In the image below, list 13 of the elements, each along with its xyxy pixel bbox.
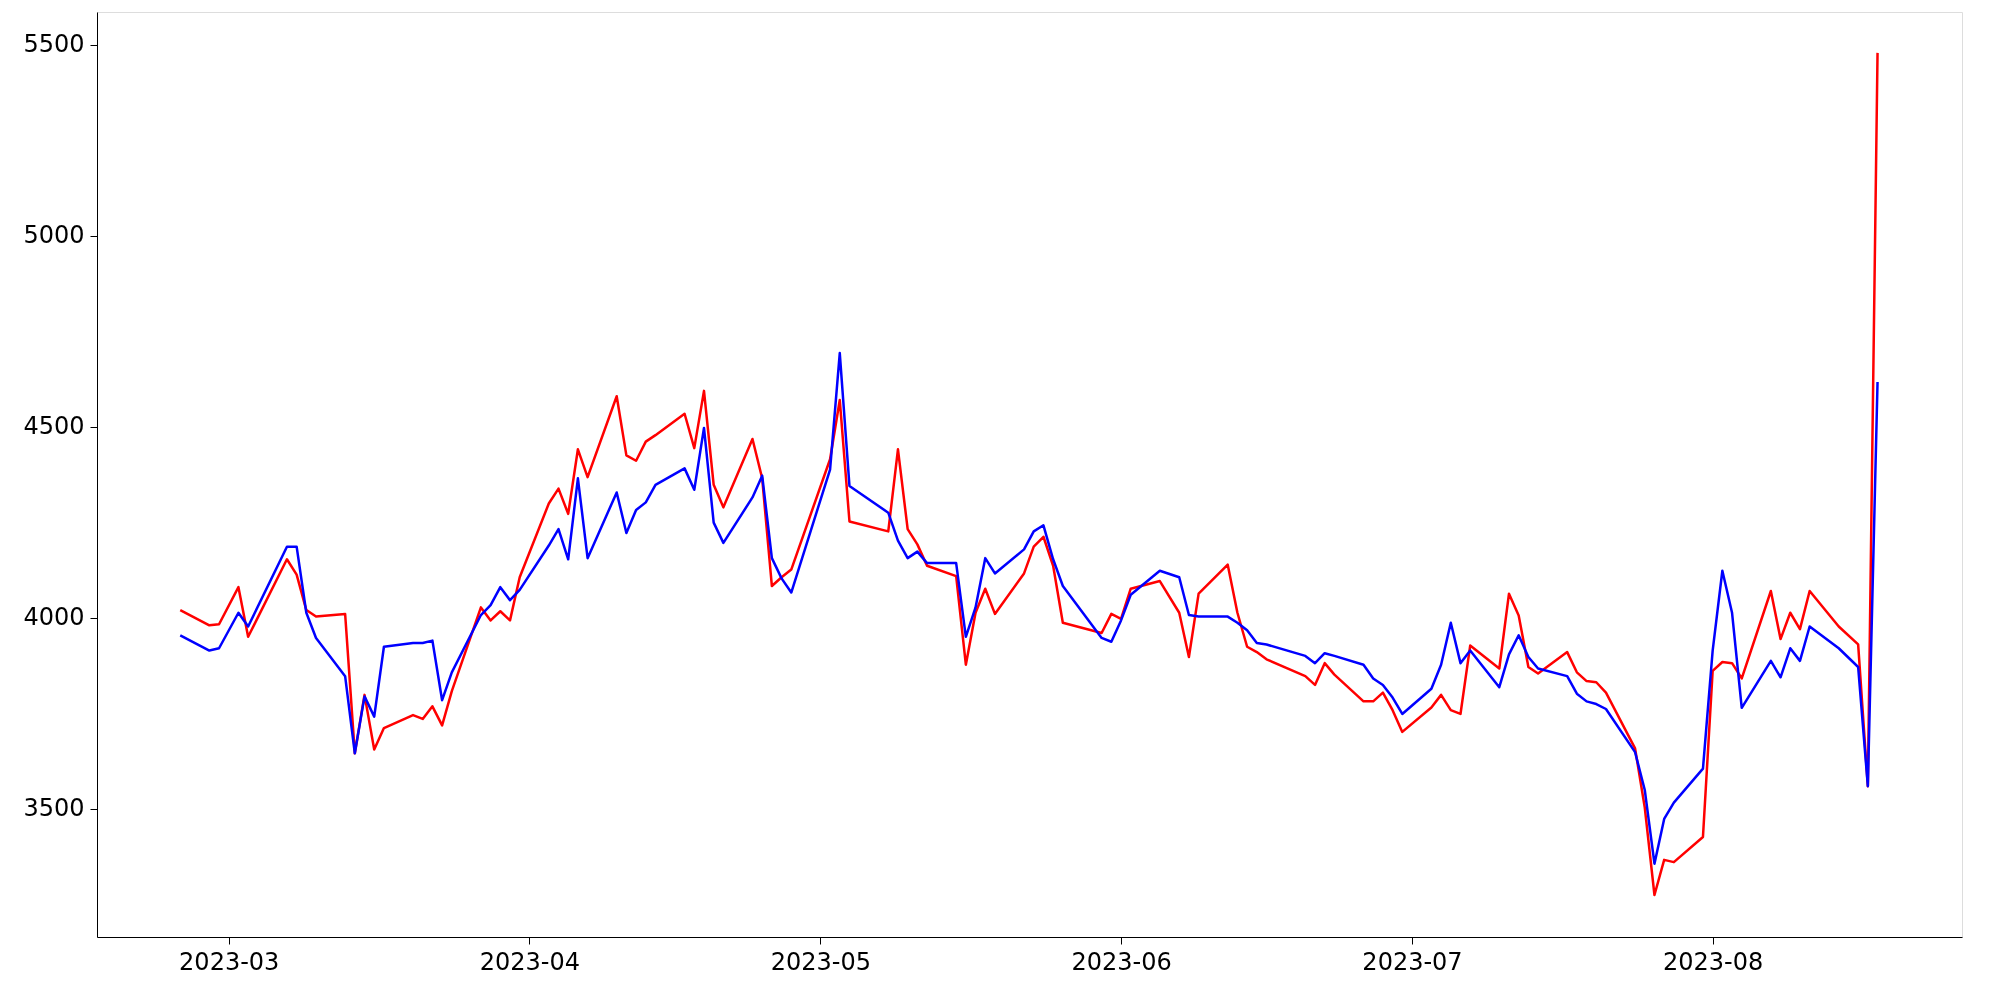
line-series: [179, 51, 1879, 897]
y-tick-label: 5500: [23, 30, 85, 59]
x-tick-label: 2023-05: [770, 947, 872, 976]
x-tick-label: 2023-04: [479, 947, 581, 976]
x-tick-label: 2023-08: [1663, 947, 1764, 976]
y-tick-label: 3500: [23, 794, 85, 823]
line-series: [179, 351, 1879, 865]
y-tick-label: 4500: [23, 412, 85, 441]
y-tick-label: 4000: [23, 603, 85, 632]
x-tick-label: 2023-03: [179, 947, 280, 976]
x-tick-label: 2023-07: [1362, 947, 1463, 976]
x-tick-label: 2023-06: [1071, 947, 1172, 976]
y-tick-label: 5000: [23, 221, 85, 250]
